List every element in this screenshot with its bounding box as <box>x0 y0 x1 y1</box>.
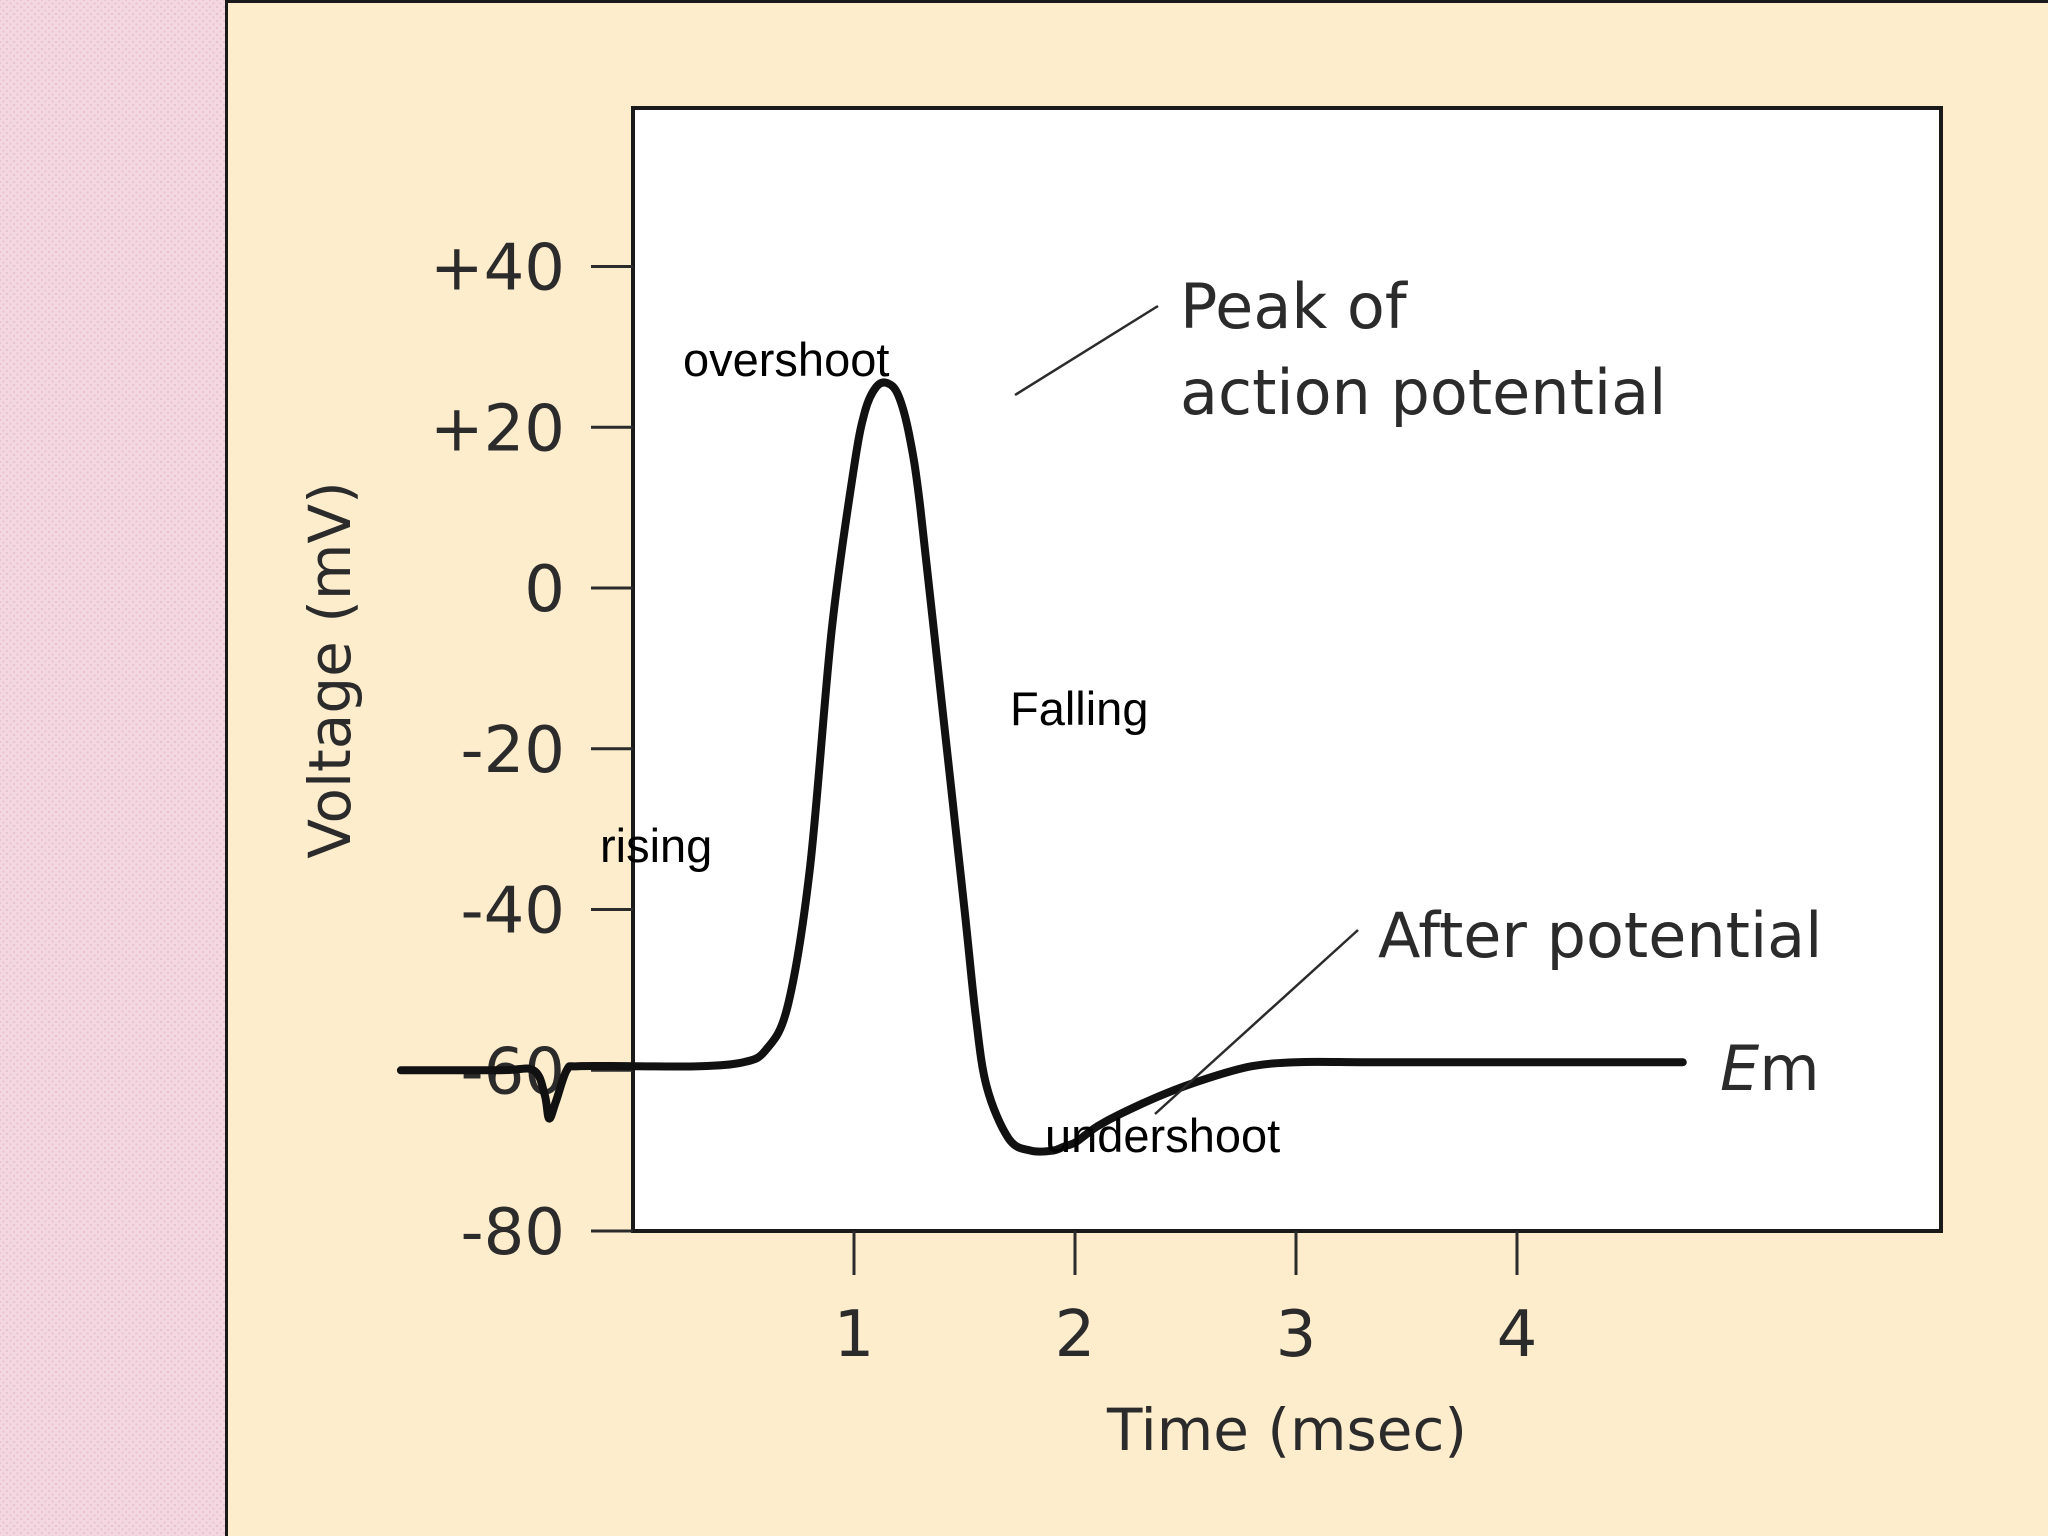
peak-annotation-line2: action potential <box>1180 356 1666 429</box>
y-axis-title: Voltage (mV) <box>296 481 364 858</box>
y-tick-label: +20 <box>430 392 565 466</box>
y-tick-label: -20 <box>460 714 565 788</box>
em-label: Em <box>1720 1032 1820 1105</box>
y-tick-label: -40 <box>460 875 565 949</box>
after-potential-annotation: After potential <box>1378 899 1822 972</box>
y-axis-ticks: +40+200-20-40-60-80 <box>430 232 633 1270</box>
x-axis-ticks: 1 2 3 4 <box>834 1231 1538 1372</box>
x-tick-label: 4 <box>1497 1298 1538 1372</box>
y-tick-label: 0 <box>524 553 565 627</box>
rising-label: rising <box>600 819 712 872</box>
undershoot-label: undershoot <box>1045 1109 1280 1162</box>
voltage-trace-line <box>396 378 1687 1156</box>
after-potential-leader-line <box>1154 929 1359 1115</box>
falling-label: Falling <box>1010 682 1148 735</box>
x-tick-label: 2 <box>1055 1298 1096 1372</box>
peak-annotation-line1: Peak of <box>1180 270 1409 343</box>
y-tick-label: -80 <box>460 1196 565 1270</box>
x-tick-label: 3 <box>1276 1298 1317 1372</box>
y-tick-label: +40 <box>430 232 565 306</box>
overshoot-label: overshoot <box>683 333 889 386</box>
peak-leader-line <box>1014 304 1159 397</box>
x-tick-label: 1 <box>834 1298 875 1372</box>
plot-area <box>631 106 1943 1233</box>
x-axis-title: Time (msec) <box>1106 1396 1467 1464</box>
